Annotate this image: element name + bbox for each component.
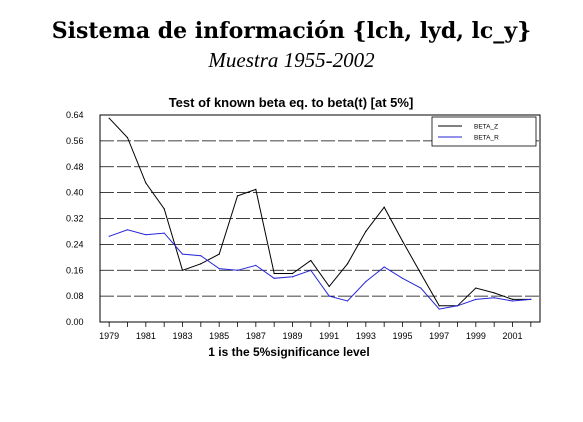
data-point (328, 295, 330, 297)
data-point (511, 300, 514, 302)
y-tick-label: 0.08 (66, 291, 84, 301)
data-point (218, 253, 220, 255)
data-point (145, 182, 147, 184)
data-point (475, 287, 477, 289)
x-tick-label: 2001 (502, 331, 522, 341)
data-point (218, 268, 220, 270)
data-point (420, 272, 422, 275)
x-tick-label: 1983 (172, 331, 192, 341)
x-axis-label: 1 is the 5%significance level (208, 345, 369, 359)
y-tick-label: 0.48 (66, 162, 84, 172)
data-point (475, 298, 477, 300)
x-tick-label: 1995 (392, 331, 412, 341)
data-point (456, 305, 459, 307)
data-point (236, 195, 239, 197)
y-tick-label: 0.24 (66, 239, 84, 249)
x-tick-label: 1985 (209, 331, 229, 341)
y-tick-label: 0.40 (66, 188, 84, 198)
data-point (126, 137, 129, 139)
data-point (145, 234, 147, 236)
data-point (163, 208, 165, 210)
data-point (420, 287, 422, 289)
data-point (530, 298, 532, 300)
x-tick-label: 1997 (429, 331, 449, 341)
y-tick-label: 0.64 (66, 110, 84, 120)
data-point (108, 117, 110, 119)
data-point (181, 253, 184, 255)
data-point (310, 269, 312, 271)
data-point (401, 277, 404, 279)
main-title: Sistema de información {lch, lyd, lc_y} (51, 18, 532, 44)
x-tick-label: 1989 (282, 331, 302, 341)
data-point (328, 285, 330, 288)
data-point (273, 277, 275, 279)
data-point (236, 269, 239, 271)
data-point (163, 232, 165, 234)
data-point (108, 235, 110, 237)
x-tick-label: 1993 (356, 331, 376, 341)
x-tick-label: 1987 (246, 331, 266, 341)
x-tick-label: 1991 (319, 331, 339, 341)
data-point (511, 298, 514, 300)
data-point (310, 259, 312, 262)
x-tick-label: 1979 (99, 331, 119, 341)
legend-label: BETA_Z (474, 124, 498, 131)
data-point (291, 272, 294, 275)
x-tick-label: 1999 (466, 331, 486, 341)
data-point (200, 263, 202, 265)
x-tick-label: 1981 (136, 331, 156, 341)
y-tick-label: 0.16 (66, 265, 84, 275)
legend: BETA_Z BETA_R (431, 116, 537, 147)
data-point (346, 263, 349, 265)
data-point (181, 269, 184, 271)
data-point (346, 300, 349, 302)
data-point (383, 266, 385, 268)
chart-title: Test of known beta eq. to beta(t) [at 5%… (169, 95, 414, 110)
data-point (365, 280, 367, 283)
legend-label: BETA_R (474, 135, 499, 142)
data-point (401, 240, 404, 242)
data-point (200, 255, 202, 257)
data-point (291, 276, 294, 278)
data-point (126, 229, 129, 231)
data-point (255, 188, 257, 190)
sample-subtitle: Muestra 1955-2002 (208, 48, 375, 72)
data-point (255, 264, 257, 266)
series-layer (108, 117, 532, 310)
data-point (383, 206, 385, 208)
data-point (438, 305, 440, 307)
y-tick-label: 0.32 (66, 214, 84, 224)
axes: 0.00 0.08 0.16 0.24 0.32 0.40 0.48 0.56 0.64 1979… (66, 110, 532, 341)
data-point (365, 230, 367, 233)
data-point (493, 292, 495, 294)
y-tick-label: 0.56 (66, 136, 84, 146)
data-point (493, 297, 495, 299)
data-point (273, 272, 275, 275)
data-point (438, 308, 440, 310)
legend-box (431, 116, 537, 147)
series-line-beta_z (108, 117, 531, 307)
series-line-beta_r (109, 229, 531, 310)
y-tick-label: 0.00 (66, 317, 84, 327)
